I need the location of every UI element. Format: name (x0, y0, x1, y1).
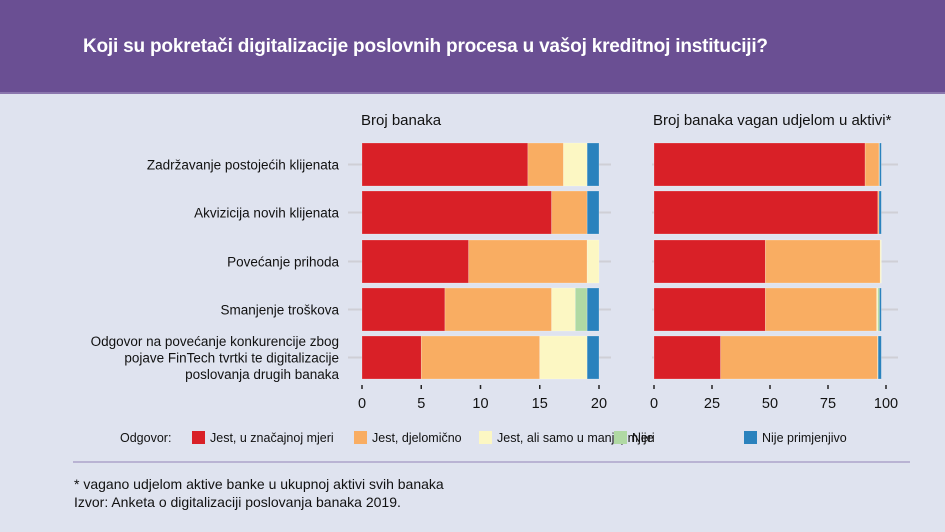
legend-swatch (479, 431, 492, 444)
bar-segment (586, 142, 600, 187)
page-title: Koji su pokretači digitalizacije poslovn… (83, 36, 768, 57)
bar-segment (720, 335, 878, 380)
category-label: Odgovor na povećanje konkurencije zbog (91, 334, 339, 349)
bar-segment (551, 287, 576, 332)
bar-segment (361, 239, 469, 284)
category-label: Akvizicija novih klijenata (194, 206, 339, 221)
bar-segment (444, 287, 552, 332)
divider (73, 461, 910, 463)
x-tick-label: 25 (704, 396, 720, 412)
bar-segment (878, 190, 882, 235)
x-tick-label: 15 (532, 396, 548, 412)
bar-segment (877, 335, 882, 380)
header-bar: Koji su pokretači digitalizacije poslovn… (0, 0, 945, 94)
legend-title: Odgovor: (120, 431, 171, 445)
bar-segment (653, 239, 766, 284)
category-label: Povećanje prihoda (227, 255, 339, 270)
bar-segment (586, 335, 600, 380)
x-tick-label: 5 (417, 396, 425, 412)
bar-segment (361, 190, 552, 235)
category-label: Zadržavanje postojećih klijenata (147, 158, 340, 173)
bar-segment (361, 287, 446, 332)
bar-segment (765, 239, 881, 284)
bar-segment (586, 190, 600, 235)
x-tick-label: 10 (472, 396, 488, 412)
bar-segment (879, 239, 882, 284)
bar-segment (765, 287, 878, 332)
x-tick-label: 0 (358, 396, 366, 412)
bar-segment (864, 142, 880, 187)
bar-segment (586, 239, 600, 284)
footnote-source: Izvor: Anketa o digitalizaciji poslovanj… (74, 494, 401, 510)
category-label: pojave FinTech tvrtki te digitalizacije (124, 351, 339, 366)
category-label: Smanjenje troškova (220, 303, 339, 318)
bar-segment (551, 190, 588, 235)
x-tick-label: 100 (874, 396, 898, 412)
x-tick-label: 20 (591, 396, 607, 412)
legend-label: Nije (632, 431, 654, 445)
bar-segment (653, 287, 766, 332)
panel-title: Broj banaka (361, 112, 442, 129)
bar-segment (879, 142, 882, 187)
x-tick-label: 75 (820, 396, 836, 412)
bar-segment (653, 190, 879, 235)
bar-segment (653, 142, 866, 187)
bar-segment (879, 287, 882, 332)
legend-label: Jest, djelomično (372, 431, 462, 445)
bar-segment (361, 142, 529, 187)
bar-segment (574, 287, 588, 332)
bar-segment (361, 335, 422, 380)
bar-segment (653, 335, 721, 380)
bar-segment (527, 142, 564, 187)
bar-segment (420, 335, 541, 380)
bar-segment (586, 287, 600, 332)
x-tick-label: 50 (762, 396, 778, 412)
stacked-bar-charts: Zadržavanje postojećih klijenata Akvizici… (91, 112, 899, 445)
legend-swatch (744, 431, 757, 444)
legend-swatch (192, 431, 205, 444)
x-tick-label: 0 (650, 396, 658, 412)
bar-segment (539, 335, 588, 380)
legend-label: Jest, u značajnoj mjeri (210, 431, 334, 445)
panel-title: Broj banaka vagan udjelom u aktivi* (653, 112, 892, 129)
legend-label: Nije primjenjivo (762, 431, 847, 445)
bar-segment (876, 287, 879, 332)
legend-swatch (614, 431, 627, 444)
bar-segment (563, 142, 588, 187)
footnote-weighting: * vagano udjelom aktive banke u ukupnoj … (74, 476, 444, 492)
category-label: poslovanja drugih banaka (185, 367, 339, 382)
legend-swatch (354, 431, 367, 444)
bar-segment (468, 239, 588, 284)
